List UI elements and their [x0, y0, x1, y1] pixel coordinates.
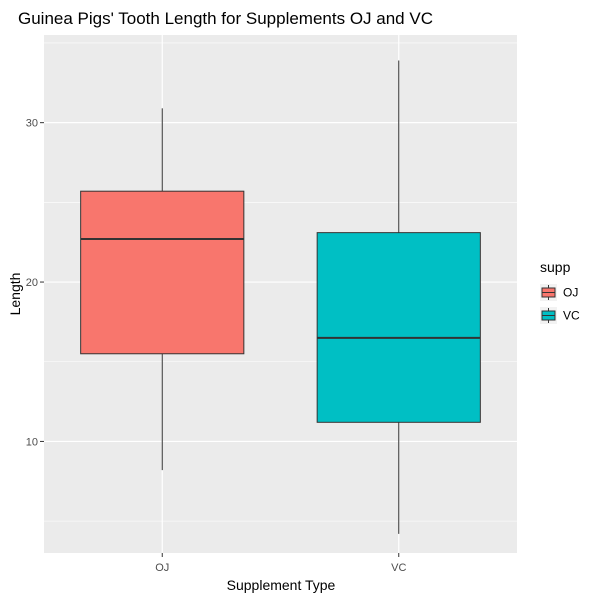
legend-label: OJ: [563, 286, 578, 300]
legend-item-vc: VC: [540, 307, 580, 324]
x-tick-label: VC: [391, 562, 406, 574]
x-axis-title: Supplement Type: [227, 577, 336, 593]
box-series: [80, 60, 481, 534]
y-tick-label: 30: [26, 118, 38, 130]
legend-item-oj: OJ: [540, 284, 578, 301]
y-axis-title: Length: [7, 273, 23, 316]
box-iqr: [316, 232, 481, 423]
legend-title: supp: [540, 259, 571, 275]
y-tick-label: 10: [26, 436, 38, 448]
legend: supp OJ VC: [540, 259, 580, 324]
y-axis: 10 20 30: [26, 118, 44, 448]
legend-label: VC: [563, 309, 580, 323]
x-tick-label: OJ: [155, 562, 169, 574]
box-vc: [316, 60, 481, 534]
y-tick-label: 20: [26, 277, 38, 289]
x-axis: OJ VC: [155, 553, 406, 574]
chart-title: Guinea Pigs' Tooth Length for Supplement…: [18, 9, 433, 28]
box-oj: [80, 108, 245, 471]
box-iqr: [80, 190, 245, 355]
